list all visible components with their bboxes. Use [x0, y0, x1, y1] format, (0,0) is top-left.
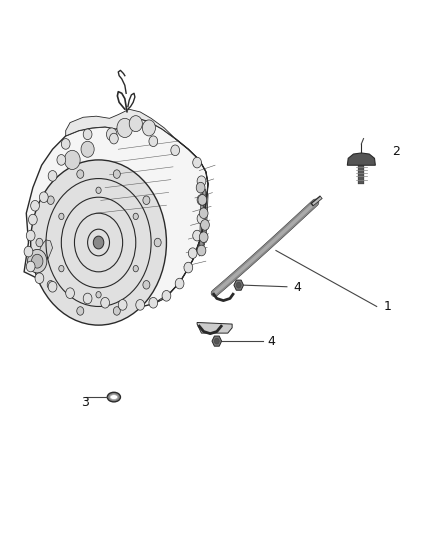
Circle shape	[199, 232, 208, 243]
Circle shape	[39, 192, 48, 203]
Circle shape	[36, 238, 43, 247]
Circle shape	[215, 338, 219, 344]
Text: 4: 4	[293, 281, 301, 294]
Circle shape	[142, 120, 155, 136]
Circle shape	[197, 176, 206, 187]
Circle shape	[26, 261, 35, 272]
Circle shape	[197, 213, 206, 224]
Circle shape	[64, 150, 80, 169]
Ellipse shape	[110, 394, 118, 400]
Text: 2: 2	[392, 146, 400, 158]
Circle shape	[93, 236, 104, 249]
Circle shape	[48, 281, 57, 292]
Circle shape	[136, 300, 145, 310]
Circle shape	[28, 214, 37, 225]
Circle shape	[24, 246, 33, 257]
Circle shape	[113, 306, 120, 315]
Circle shape	[28, 249, 47, 273]
Polygon shape	[153, 139, 208, 304]
Circle shape	[32, 254, 43, 268]
Circle shape	[59, 265, 64, 272]
Polygon shape	[212, 336, 222, 346]
Circle shape	[48, 171, 57, 181]
Circle shape	[35, 273, 44, 284]
Circle shape	[31, 160, 166, 325]
Polygon shape	[66, 109, 175, 139]
Circle shape	[143, 280, 150, 289]
Circle shape	[66, 288, 74, 298]
Circle shape	[77, 306, 84, 315]
Circle shape	[162, 290, 171, 301]
Circle shape	[47, 280, 54, 289]
Circle shape	[149, 297, 158, 308]
Circle shape	[110, 133, 118, 144]
Circle shape	[96, 292, 101, 298]
Circle shape	[31, 200, 39, 211]
Text: 1: 1	[383, 300, 391, 313]
Circle shape	[77, 170, 84, 179]
Circle shape	[193, 157, 201, 168]
Circle shape	[154, 238, 161, 247]
Circle shape	[237, 282, 241, 288]
Polygon shape	[234, 280, 244, 290]
Circle shape	[61, 139, 70, 149]
Circle shape	[149, 136, 158, 147]
Ellipse shape	[107, 392, 120, 402]
Circle shape	[59, 213, 64, 220]
Circle shape	[133, 213, 138, 220]
Circle shape	[113, 170, 120, 179]
Circle shape	[201, 220, 209, 230]
Circle shape	[81, 141, 94, 157]
Circle shape	[197, 245, 206, 256]
Circle shape	[188, 248, 197, 259]
Circle shape	[47, 196, 54, 205]
Text: 4: 4	[267, 335, 275, 348]
Polygon shape	[197, 322, 232, 333]
Circle shape	[83, 129, 92, 140]
Circle shape	[197, 195, 206, 205]
Circle shape	[193, 230, 201, 241]
Circle shape	[184, 262, 193, 273]
Circle shape	[57, 155, 66, 165]
Circle shape	[83, 293, 92, 304]
Circle shape	[175, 278, 184, 289]
Text: 3: 3	[81, 396, 89, 409]
Polygon shape	[24, 118, 208, 306]
Circle shape	[26, 230, 35, 241]
Circle shape	[118, 300, 127, 310]
Circle shape	[133, 265, 138, 272]
Circle shape	[199, 208, 208, 219]
Circle shape	[198, 195, 207, 205]
Circle shape	[143, 196, 150, 205]
Circle shape	[117, 118, 133, 138]
Circle shape	[106, 128, 117, 141]
Polygon shape	[347, 153, 375, 165]
Circle shape	[171, 145, 180, 156]
Circle shape	[196, 182, 205, 193]
Circle shape	[101, 297, 110, 308]
Polygon shape	[37, 240, 53, 262]
Circle shape	[129, 116, 142, 132]
Circle shape	[96, 187, 101, 193]
